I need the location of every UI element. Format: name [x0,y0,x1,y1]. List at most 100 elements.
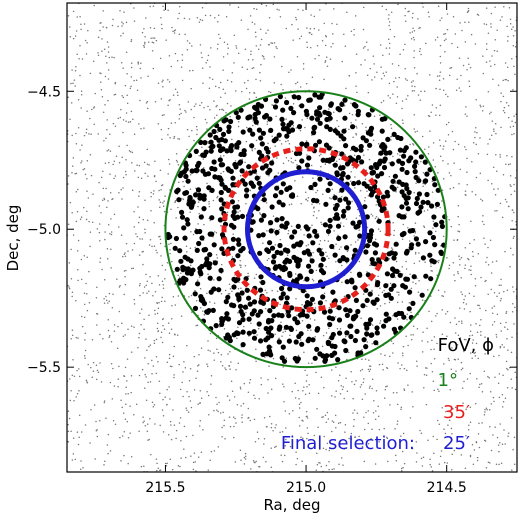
fov-point [216,276,222,282]
background-point [67,14,70,17]
fov-point [202,140,208,146]
background-point [228,364,230,367]
background-point [388,257,391,260]
y-tick-label: −5.0 [27,222,61,238]
background-point [294,180,296,182]
background-point [81,144,83,146]
background-point [183,185,185,188]
background-point [186,49,189,51]
background-point [406,313,408,315]
background-point [511,220,513,222]
fov-point [219,246,225,252]
background-point [200,397,203,400]
background-point [199,420,202,422]
background-point [290,225,293,228]
background-point [249,378,252,381]
background-point [168,243,170,246]
background-point [93,4,95,7]
background-point [93,106,96,108]
background-point [130,62,133,64]
fov-point [233,110,239,116]
background-point [107,78,110,80]
background-point [469,330,472,332]
background-point [125,242,128,245]
background-point [329,58,332,60]
background-point [423,373,426,376]
background-point [340,195,343,198]
background-point [253,277,256,279]
background-point [482,55,484,57]
fov-point [329,343,335,349]
background-point [490,23,492,25]
background-point [472,142,475,144]
background-point [279,238,282,241]
background-point [451,468,453,471]
background-point [139,238,141,240]
background-point [418,260,421,262]
background-point [458,57,461,59]
background-point [117,386,119,388]
background-point [108,161,110,164]
background-point [368,370,371,373]
background-point [101,268,103,271]
background-point [167,127,170,130]
background-point [512,26,514,28]
background-point [388,14,390,16]
background-point [421,465,424,467]
background-point [126,380,128,382]
background-point [445,123,448,126]
background-point [344,431,346,433]
background-point [339,327,342,330]
background-point [112,163,114,166]
background-point [484,408,486,411]
fov-point [283,324,289,330]
background-point [79,44,81,47]
background-point [190,455,192,457]
background-point [208,203,210,205]
fov-point [417,209,423,215]
background-point [308,311,310,314]
background-point [264,289,267,291]
background-point [159,469,162,471]
background-point [197,364,199,367]
background-point [388,301,391,304]
background-point [495,153,497,156]
background-point [403,389,406,392]
fov-point [404,185,410,192]
background-point [415,182,417,185]
fov-point [198,297,204,303]
background-point [127,250,129,252]
background-point [131,151,134,154]
background-point [433,348,435,350]
background-point [313,434,316,437]
background-point [328,327,330,330]
background-point [494,122,497,125]
background-point [68,286,70,288]
background-point [194,461,196,463]
fov-point [284,257,290,263]
fov-point [322,222,328,228]
fov-point [430,234,436,241]
background-point [174,283,176,285]
background-point [401,238,404,240]
background-point [397,3,399,6]
fov-point [230,236,236,242]
background-point [162,324,164,327]
background-point [207,54,210,57]
background-point [497,444,500,446]
background-point [478,304,480,307]
fov-point [231,209,237,215]
background-point [499,202,502,205]
background-point [179,417,182,419]
background-point [438,463,441,465]
background-point [153,27,156,30]
background-point [474,43,477,45]
background-point [504,62,507,64]
background-point [473,449,476,451]
background-point [186,344,188,347]
background-point [162,414,165,417]
background-point [350,432,353,435]
background-point [368,158,371,161]
background-point [513,65,515,68]
